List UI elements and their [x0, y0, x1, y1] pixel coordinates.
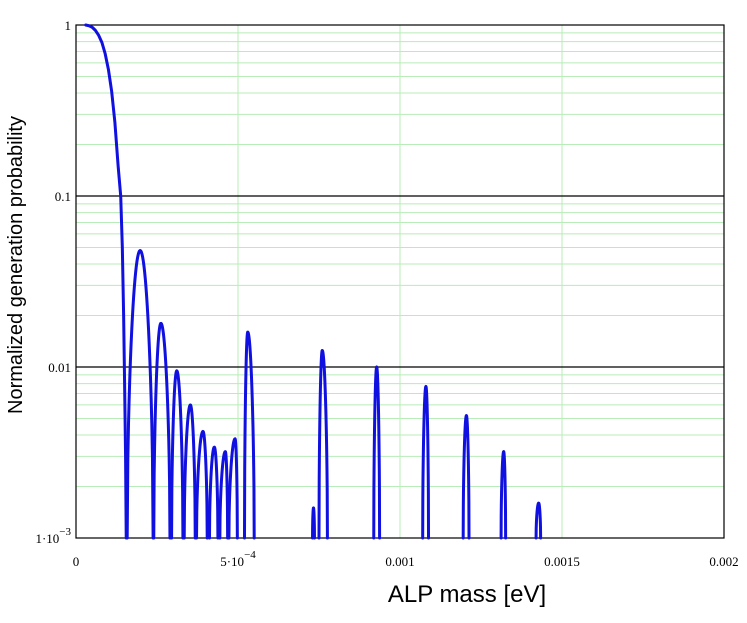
resonance-peak: [372, 365, 382, 540]
resonance-peak: [125, 249, 155, 540]
y-axis-label: Normalized generation probability: [5, 116, 27, 414]
y-tick-labels: 1 0.1 0.01 1·10−3: [35, 18, 71, 546]
x-tick-label: 5·10−4: [220, 549, 256, 569]
resonance-peak: [421, 384, 431, 540]
plot-frame: [75, 24, 725, 539]
resonance-peak: [152, 321, 172, 540]
minor-grid: [76, 25, 724, 538]
resonance-peak: [534, 501, 543, 540]
y-tick-label: 0.1: [55, 189, 71, 204]
resonance-peak: [461, 414, 471, 540]
resonance-peak: [207, 445, 220, 540]
x-tick-label: 0.001: [385, 554, 414, 569]
x-tick-labels: 0 5·10−4 0.001 0.0015 0.002: [73, 549, 739, 569]
resonance-peak: [195, 429, 209, 540]
x-tick-label: 0.0015: [544, 554, 580, 569]
resonance-peak: [499, 450, 508, 540]
x-axis-label: ALP mass [eV]: [388, 581, 546, 608]
x-tick-label: 0.002: [709, 554, 738, 569]
resonance-peak: [317, 349, 329, 540]
y-tick-label: 0.01: [48, 360, 71, 375]
major-grid: [76, 195, 724, 368]
resonance-peak: [182, 403, 197, 540]
series-layer: [84, 23, 543, 540]
y-tick-label: 1·10−3: [35, 526, 71, 546]
resonance-peak: [242, 330, 256, 540]
resonance-peak: [227, 437, 239, 540]
resonance-peak: [218, 450, 230, 540]
resonance-peak: [170, 369, 185, 540]
x-tick-label: 0: [73, 554, 80, 569]
resonance-peak: [311, 506, 316, 540]
main-decay-curve: [84, 23, 128, 540]
y-tick-label: 1: [65, 18, 72, 33]
